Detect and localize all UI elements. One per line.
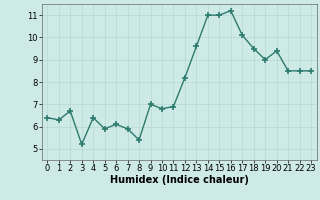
X-axis label: Humidex (Indice chaleur): Humidex (Indice chaleur) (110, 175, 249, 185)
